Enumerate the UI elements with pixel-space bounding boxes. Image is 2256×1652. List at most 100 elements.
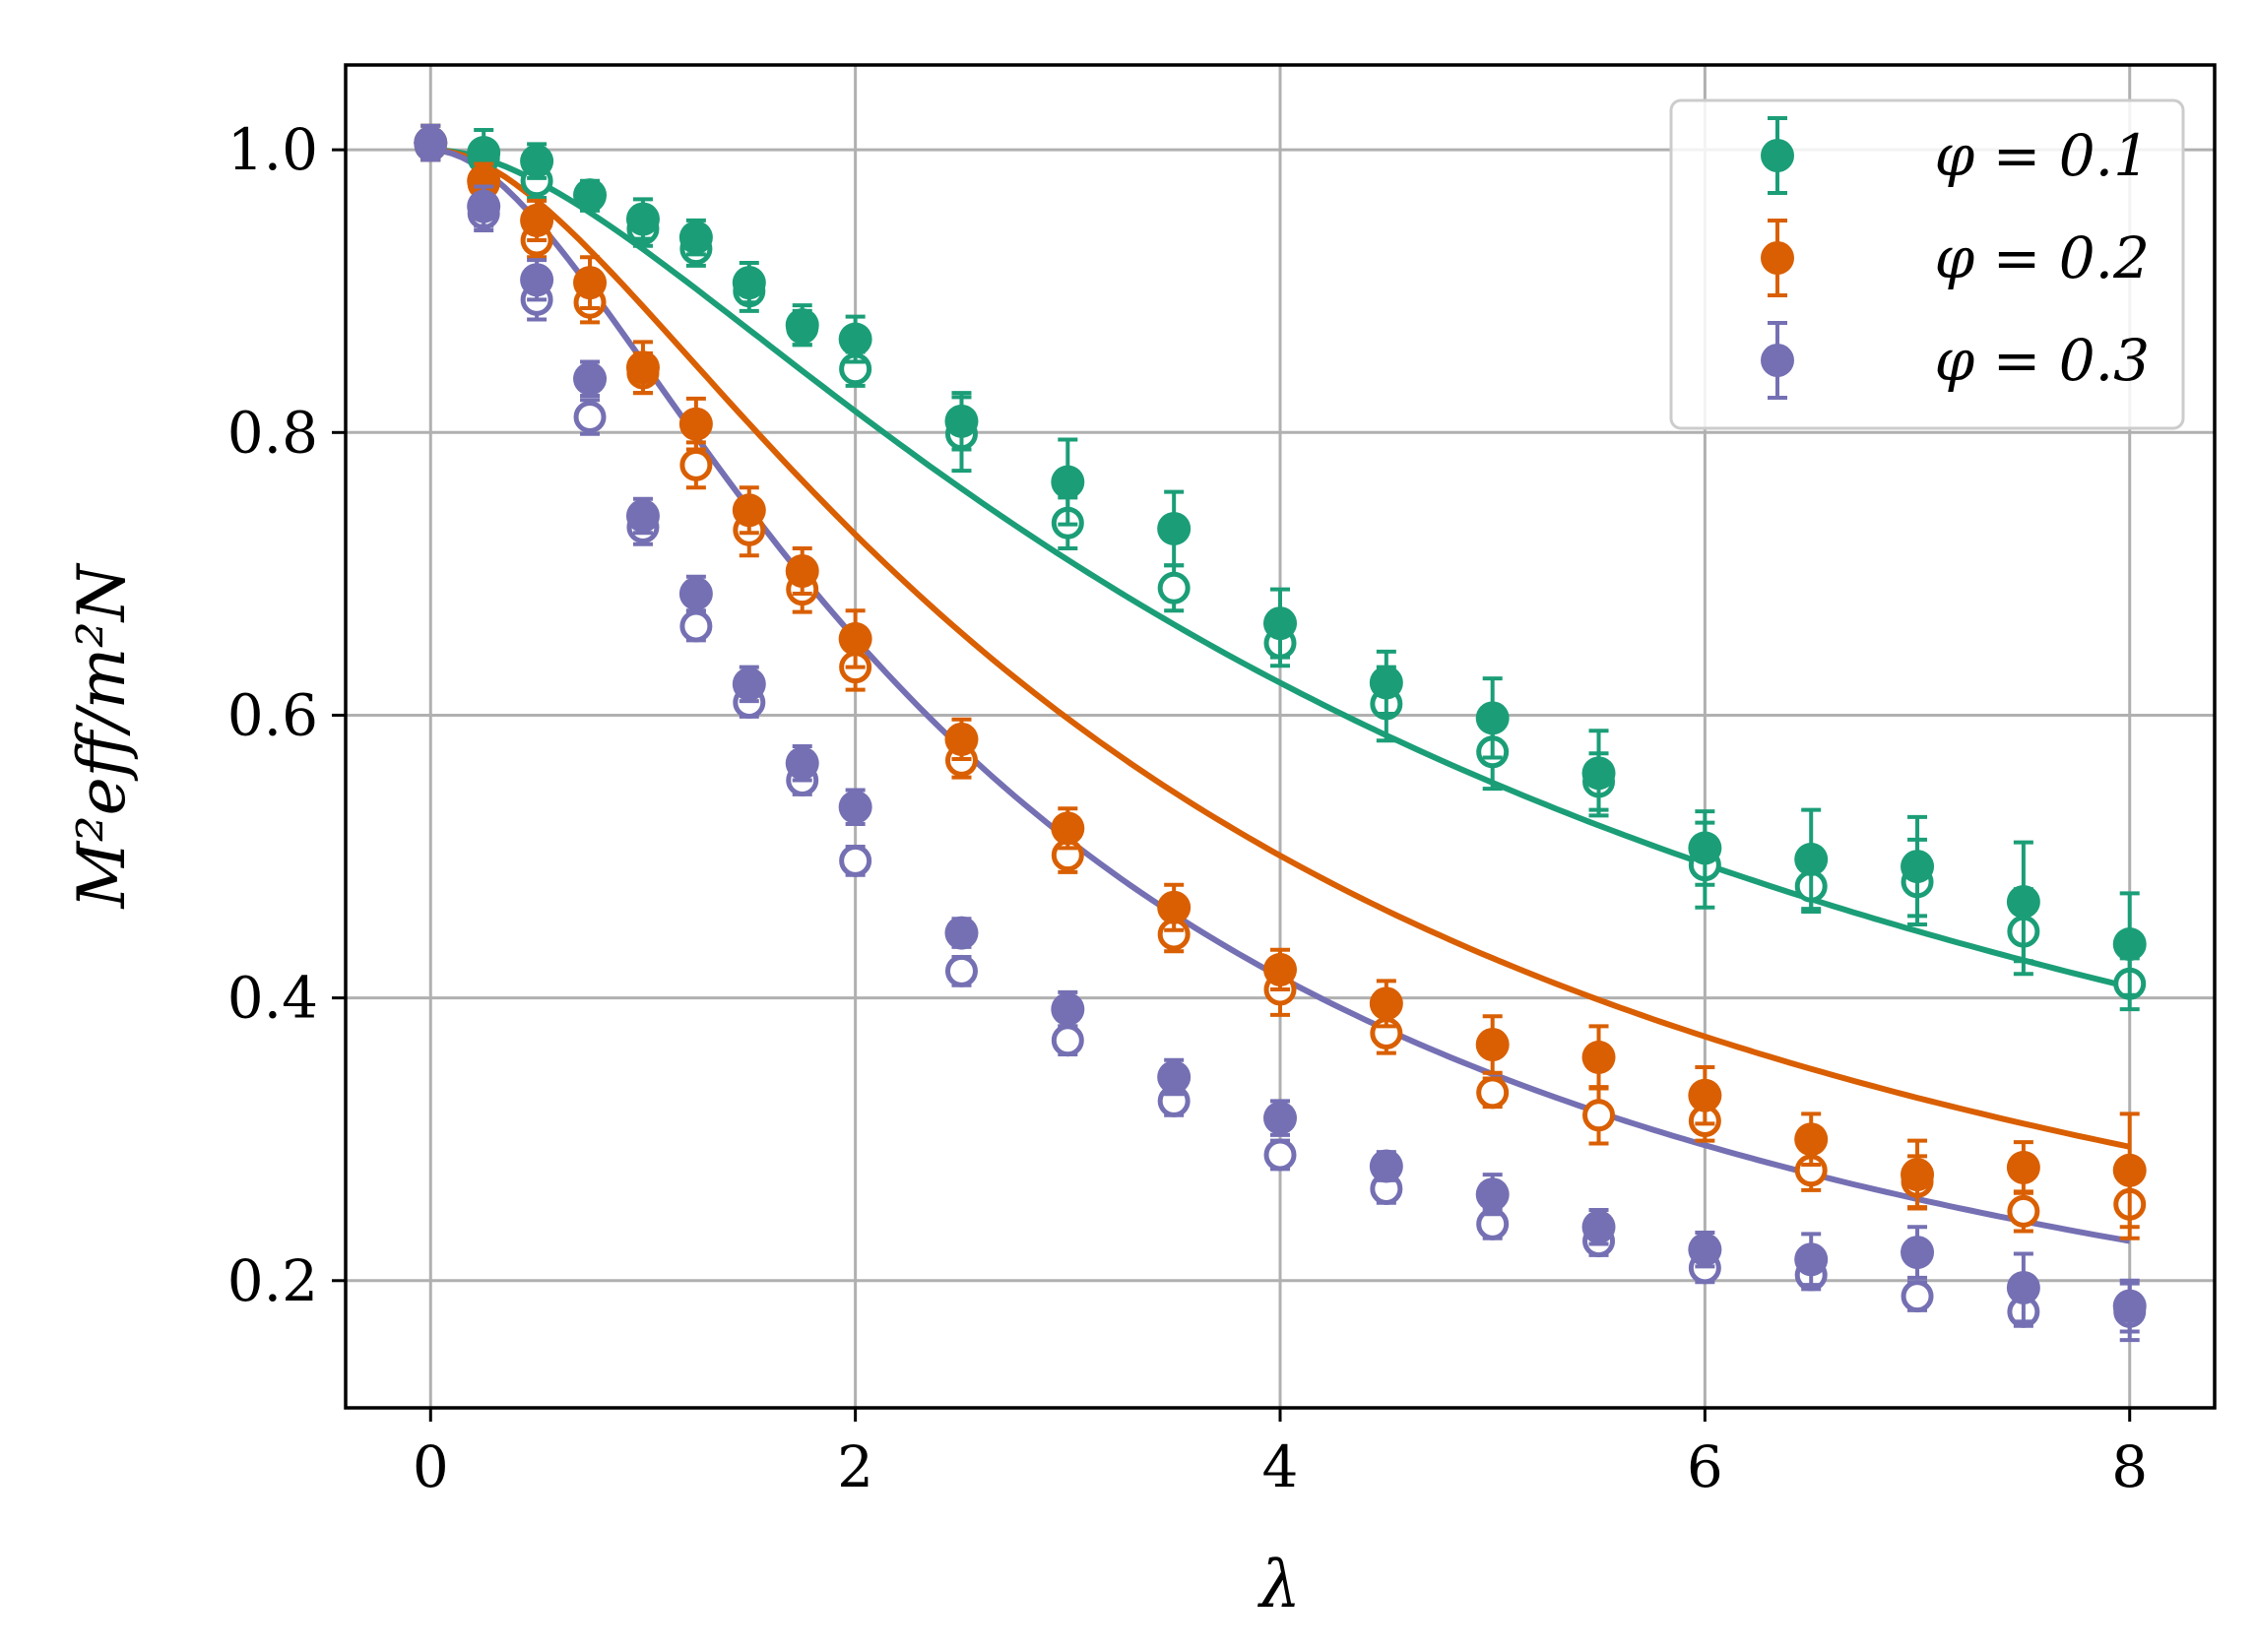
filled-marker <box>573 266 608 300</box>
data-points <box>414 123 2147 1343</box>
open-marker <box>573 401 607 434</box>
filled-marker <box>944 404 979 438</box>
filled-marker <box>1263 606 1297 641</box>
filled-marker <box>678 221 713 255</box>
fit-curve <box>430 147 2131 1150</box>
filled-marker <box>1581 1040 1616 1074</box>
legend-marker <box>1761 241 1794 275</box>
filled-marker <box>1369 986 1403 1021</box>
x-axis-label: λ <box>1257 1547 1301 1622</box>
filled-marker <box>2006 1270 2040 1304</box>
x-tick-label: 2 <box>837 1433 873 1500</box>
filled-marker <box>573 361 608 396</box>
open-marker <box>1582 1099 1616 1132</box>
open-marker <box>1157 571 1191 604</box>
filled-marker <box>2006 884 2040 919</box>
open-marker <box>944 954 978 987</box>
filled-marker <box>467 189 501 223</box>
filled-marker <box>625 202 660 236</box>
open-marker <box>679 609 713 643</box>
filled-marker <box>2112 927 2147 962</box>
legend: φ = 0.1 φ = 0.2 φ = 0.3 <box>1669 98 2185 430</box>
filled-marker <box>625 350 660 385</box>
filled-marker <box>1794 1242 1829 1277</box>
filled-marker <box>1157 511 1192 545</box>
filled-marker <box>1794 842 1829 876</box>
legend-marker <box>1761 139 1794 172</box>
legend-entry: φ = 0.3 <box>1761 321 2150 400</box>
filled-marker <box>785 746 819 781</box>
filled-marker <box>732 667 766 701</box>
legend-marker <box>1761 344 1794 377</box>
filled-marker <box>785 308 819 343</box>
filled-marker <box>732 493 766 528</box>
y-tick-label: 0.6 <box>227 681 318 748</box>
filled-marker <box>1901 850 1935 884</box>
filled-marker <box>414 125 448 159</box>
filled-marker <box>625 499 660 534</box>
filled-marker <box>520 203 554 237</box>
y-tick-label: 1.0 <box>227 116 318 183</box>
open-marker <box>2007 1194 2040 1228</box>
legend-label: φ = 0.2 <box>1935 224 2150 291</box>
open-marker <box>1051 1024 1084 1057</box>
filled-marker <box>1263 952 1297 986</box>
filled-marker <box>2112 1289 2147 1323</box>
filled-marker <box>1475 1177 1510 1212</box>
filled-marker <box>1475 701 1510 735</box>
filled-marker <box>732 266 766 300</box>
y-tick-label: 0.4 <box>227 965 318 1032</box>
filled-marker <box>678 407 713 441</box>
open-marker <box>679 448 713 481</box>
filled-marker <box>1794 1122 1829 1157</box>
filled-marker <box>838 790 872 824</box>
filled-marker <box>1263 1101 1297 1135</box>
filled-marker <box>2112 1153 2147 1187</box>
x-tick-label: 4 <box>1262 1433 1299 1500</box>
filled-marker <box>1901 1236 1935 1270</box>
filled-marker <box>1051 465 1085 499</box>
filled-marker <box>1051 811 1085 846</box>
y-tick-label: 0.8 <box>227 399 318 466</box>
filled-marker <box>1688 1078 1722 1112</box>
legend-label: φ = 0.3 <box>1935 327 2150 394</box>
filled-marker <box>1475 1028 1510 1062</box>
filled-marker <box>785 554 819 589</box>
fit-curve <box>430 147 2131 990</box>
filled-marker <box>1581 756 1616 791</box>
filled-marker <box>944 916 979 950</box>
open-marker <box>1263 1138 1297 1172</box>
filled-marker <box>1581 1210 1616 1244</box>
filled-marker <box>1688 831 1722 865</box>
legend-entry: φ = 0.2 <box>1761 219 2150 297</box>
filled-marker <box>1369 666 1403 700</box>
open-marker <box>839 844 872 877</box>
filled-marker <box>467 136 501 170</box>
filled-marker <box>838 322 872 356</box>
legend-label: φ = 0.1 <box>1935 122 2150 189</box>
filled-marker <box>1157 1060 1192 1095</box>
filled-marker <box>1157 890 1192 924</box>
x-tick-label: 8 <box>2111 1433 2148 1500</box>
filled-marker <box>678 576 713 610</box>
x-tick-label: 0 <box>413 1433 449 1500</box>
filled-marker <box>520 263 554 297</box>
y-tick-label: 0.2 <box>227 1247 318 1314</box>
filled-marker <box>1369 1149 1403 1183</box>
filled-marker <box>838 621 872 656</box>
filled-marker <box>944 722 979 756</box>
filled-marker <box>467 163 501 198</box>
filled-marker <box>1901 1158 1935 1192</box>
open-marker <box>1901 1280 1934 1313</box>
open-marker <box>1476 1076 1510 1110</box>
axis-ticks: 0 2 4 6 8 0.2 0.4 0.6 0.8 1.0 <box>227 116 2148 1500</box>
legend-box <box>1669 98 2185 430</box>
filled-marker <box>1688 1233 1722 1267</box>
legend-entry: φ = 0.1 <box>1761 116 2150 195</box>
x-tick-label: 6 <box>1687 1433 1723 1500</box>
y-axis-label: M²eff/m²N <box>64 562 140 909</box>
filled-marker <box>520 144 554 178</box>
filled-marker <box>2006 1150 2040 1184</box>
filled-marker <box>573 178 608 213</box>
